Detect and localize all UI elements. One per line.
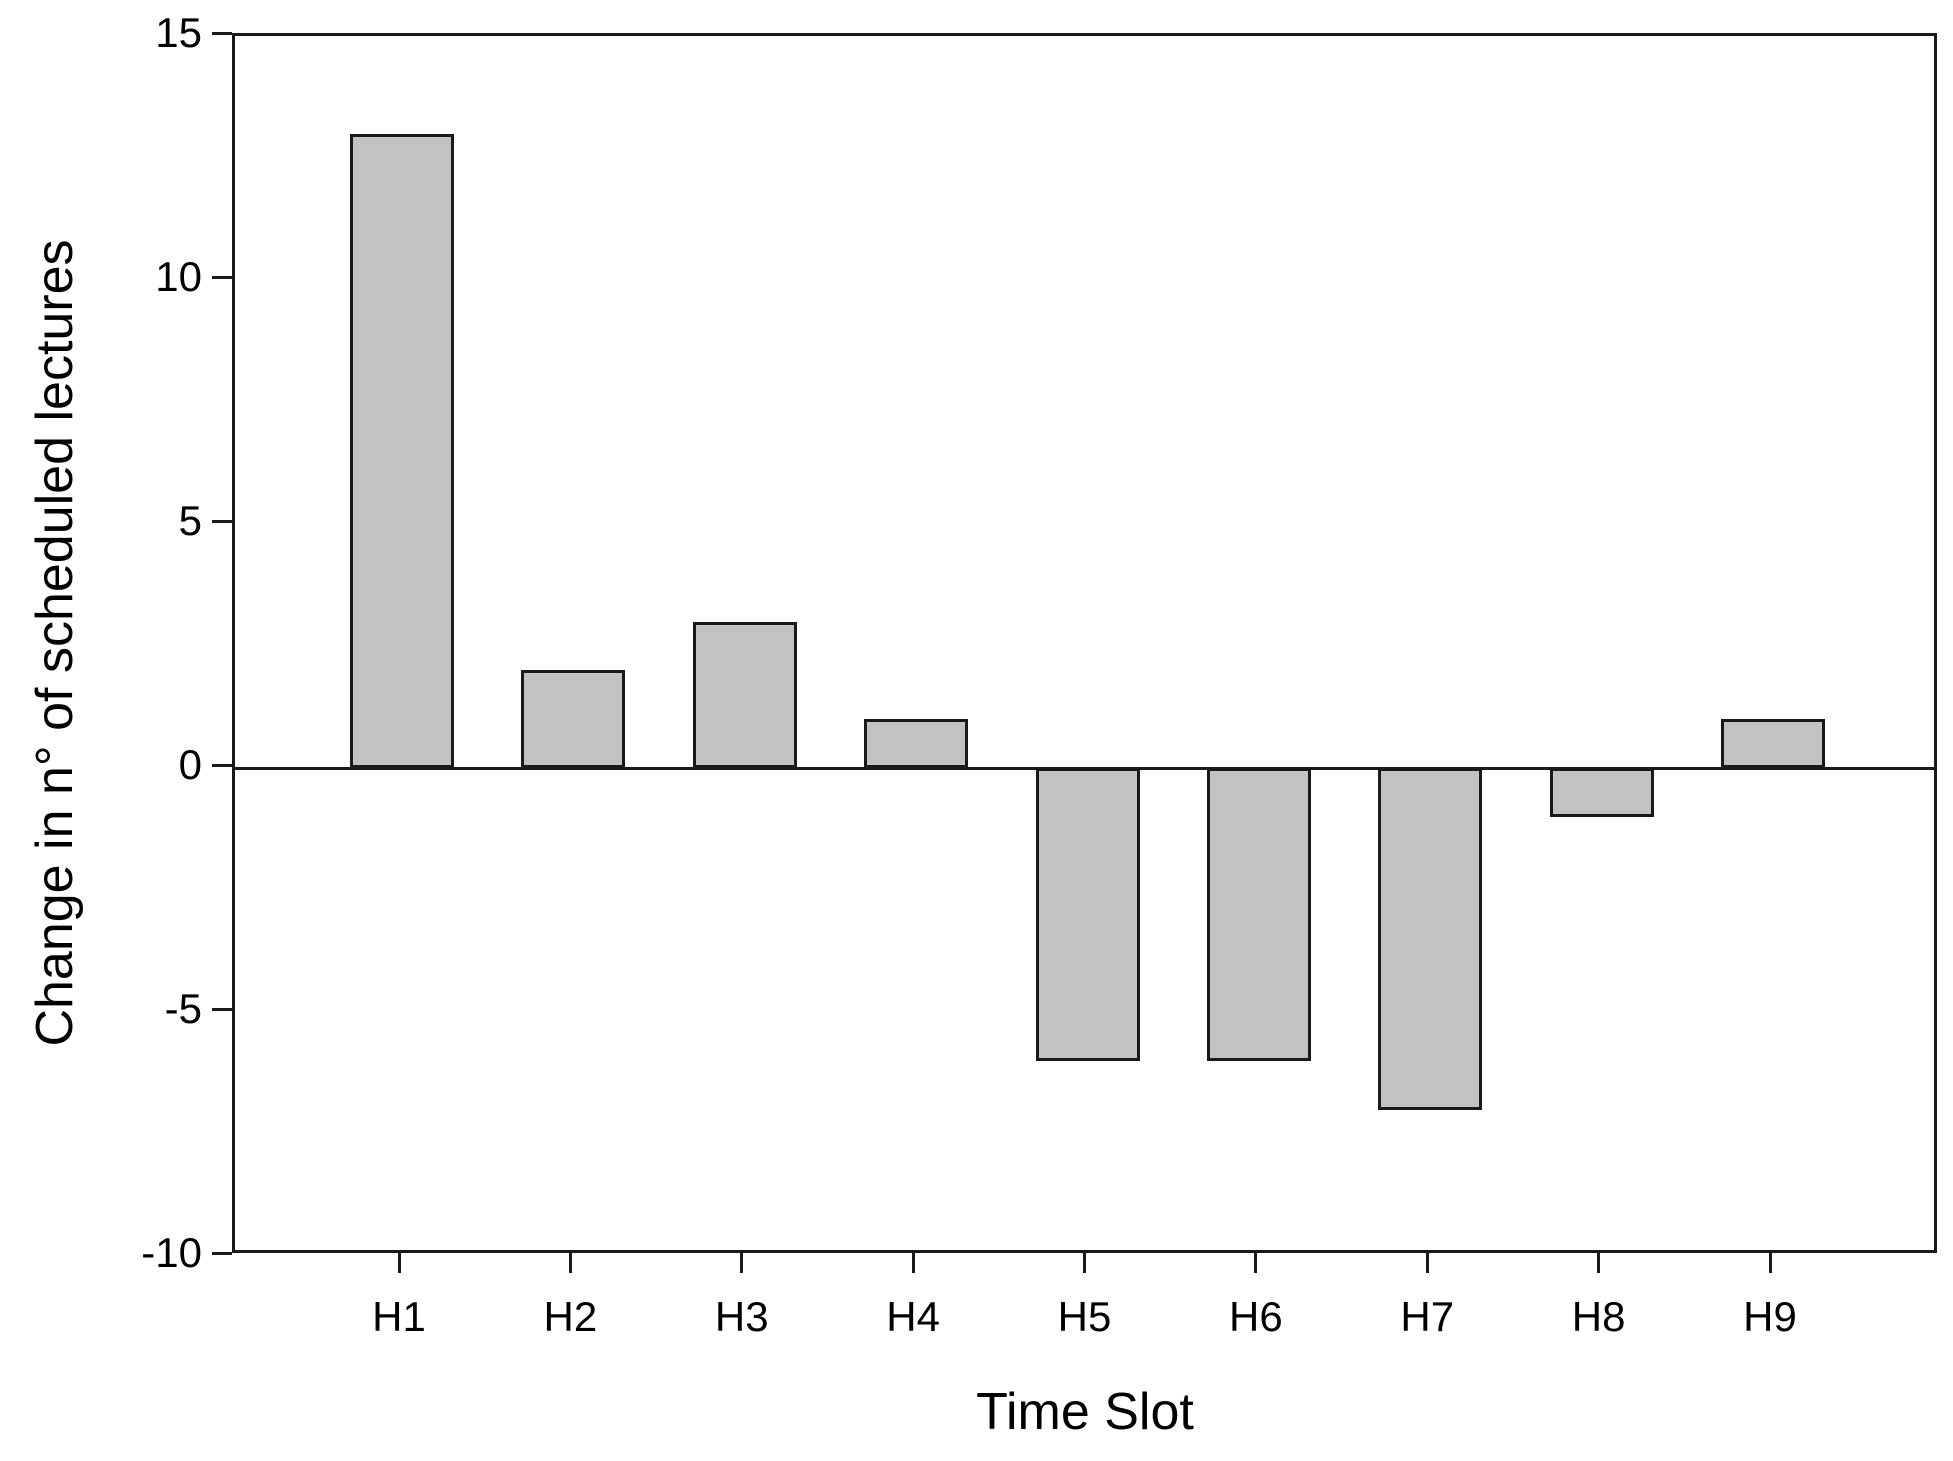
x-tick-label-h5: H5 <box>1057 1293 1112 1340</box>
x-tick-mark <box>1597 1253 1601 1273</box>
x-tick-mark <box>1254 1253 1258 1273</box>
plot-area <box>232 33 1937 1253</box>
bar-h5 <box>1035 768 1140 1061</box>
x-tick-label-h8: H8 <box>1571 1293 1626 1340</box>
bar-h3 <box>692 621 797 768</box>
y-axis-title: Change in n° of scheduled lectures <box>26 239 84 1047</box>
bar-h8 <box>1549 768 1654 817</box>
x-tick-mark <box>397 1253 401 1273</box>
bar-h2 <box>521 670 626 768</box>
bar-h9 <box>1721 719 1825 768</box>
y-tick-label--5: -5 <box>164 985 202 1032</box>
y-tick-label-10: 10 <box>155 253 202 300</box>
x-tick-label-h6: H6 <box>1229 1293 1283 1340</box>
bar-h4 <box>864 719 969 768</box>
x-tick-label-h4: H4 <box>886 1293 940 1340</box>
x-tick-mark <box>1083 1253 1086 1273</box>
y-tick-label--10: -10 <box>141 1229 202 1276</box>
y-tick-mark <box>212 763 232 767</box>
y-tick-mark <box>212 31 232 35</box>
bar-h7 <box>1378 768 1483 1110</box>
y-tick-label-0: 0 <box>178 741 202 788</box>
x-tick-mark <box>1768 1253 1772 1273</box>
x-tick-mark <box>911 1253 915 1273</box>
bar-h6 <box>1206 768 1311 1061</box>
x-tick-label-h7: H7 <box>1400 1293 1455 1340</box>
y-tick-label-5: 5 <box>178 497 202 544</box>
x-axis-title: Time Slot <box>976 1383 1194 1441</box>
x-tick-label-h9: H9 <box>1743 1293 1797 1340</box>
y-tick-mark <box>212 519 232 523</box>
x-tick-label-h1: H1 <box>372 1293 426 1340</box>
y-tick-mark <box>212 1007 232 1011</box>
y-tick-mark <box>212 1251 232 1255</box>
bar-h1 <box>350 133 454 768</box>
y-tick-mark <box>212 275 232 279</box>
x-tick-label-h3: H3 <box>714 1293 769 1340</box>
y-tick-label-15: 15 <box>155 9 202 56</box>
x-tick-mark <box>568 1253 572 1273</box>
x-tick-mark <box>1425 1253 1429 1273</box>
x-tick-label-h2: H2 <box>543 1293 598 1340</box>
x-tick-mark <box>740 1253 744 1273</box>
